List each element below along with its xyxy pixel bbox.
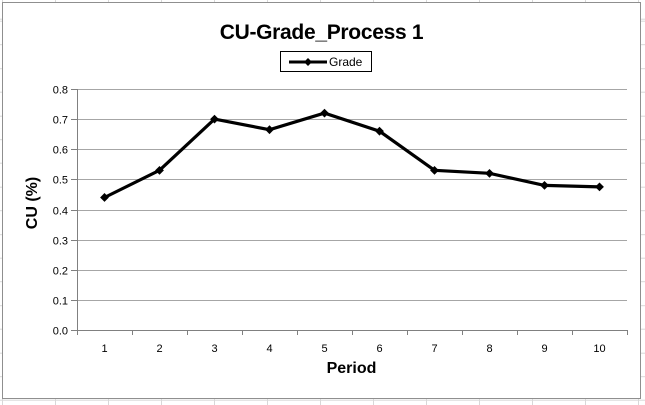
- x-tick-label: 4: [266, 343, 272, 355]
- data-point-marker: [375, 126, 384, 136]
- y-tick-label: 0.8: [53, 85, 68, 97]
- data-point-marker: [485, 168, 494, 178]
- x-tick-label: 8: [486, 343, 492, 355]
- y-tick-label: 0.3: [53, 236, 68, 248]
- legend: Grade: [280, 51, 372, 72]
- data-point-marker: [430, 165, 439, 175]
- data-point-marker: [210, 114, 219, 124]
- y-tick-label: 0.1: [53, 296, 68, 308]
- series-line-grade: [103, 111, 600, 199]
- y-tick-label: 0.5: [53, 175, 68, 187]
- x-tick-label: 1: [101, 343, 107, 355]
- x-tick-label: 2: [156, 343, 162, 355]
- y-tick-label: 0.7: [53, 115, 68, 127]
- y-tick-label: 0.0: [53, 326, 68, 338]
- data-point-marker: [540, 181, 549, 190]
- x-tick-label: 3: [211, 343, 217, 355]
- legend-label: Grade: [329, 54, 363, 69]
- x-tick-label: 5: [321, 343, 327, 355]
- x-tick-label: 10: [593, 343, 605, 355]
- y-tick-label: 0.4: [53, 206, 68, 218]
- y-tick-label: 0.6: [53, 145, 68, 157]
- data-point-marker: [100, 193, 109, 202]
- data-point-marker: [265, 125, 274, 135]
- data-point-marker: [155, 165, 164, 175]
- data-point-marker: [595, 182, 604, 192]
- chart-title: CU-Grade_Process 1: [219, 21, 424, 44]
- x-tick-label: 9: [541, 343, 547, 355]
- x-axis-title: Period: [326, 360, 377, 377]
- x-tick-label: 7: [431, 343, 437, 355]
- data-point-marker: [320, 108, 329, 118]
- y-tick-label: 0.2: [53, 266, 68, 278]
- chart-object[interactable]: CU-Grade_Process 1 Grade CU (%) Period: [2, 2, 641, 399]
- legend-line-marker-icon: [289, 57, 327, 66]
- x-tick-label: 6: [376, 343, 382, 355]
